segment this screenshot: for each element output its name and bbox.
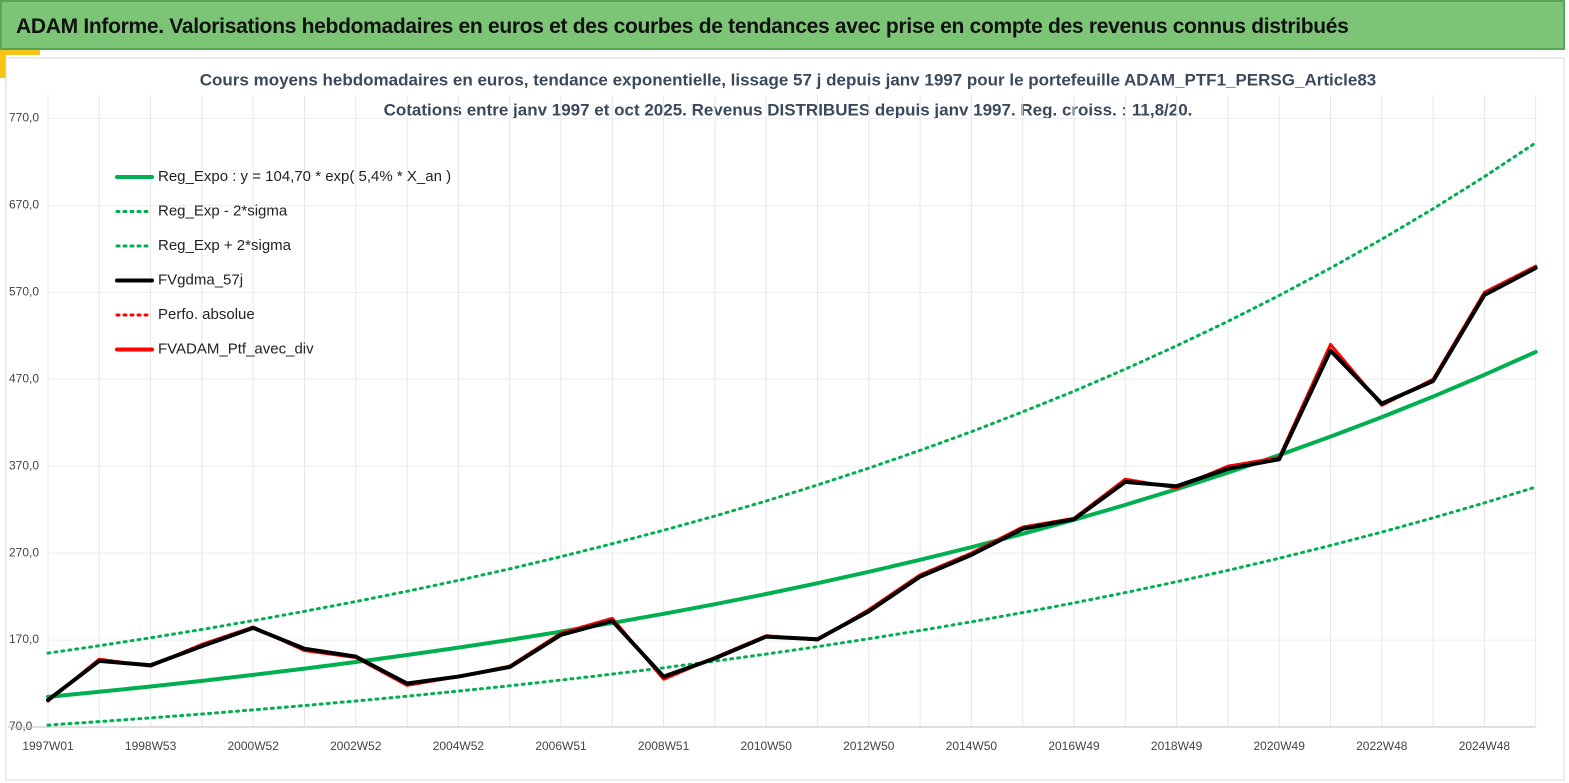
x-tick-label: 2012W50 <box>843 739 895 753</box>
y-tick-label: 270,0 <box>9 545 39 559</box>
x-tick-label: 2010W50 <box>741 739 793 753</box>
x-tick-label: 2024W48 <box>1459 739 1511 753</box>
x-tick-label: 1997W01 <box>22 739 74 753</box>
x-tick-label: 2002W52 <box>330 739 382 753</box>
y-tick-label: 170,0 <box>9 632 39 646</box>
x-tick-label: 2006W51 <box>535 739 587 753</box>
header-title: ADAM Informe. Valorisations hebdomadaire… <box>16 15 1349 38</box>
legend-label: Reg_Exp + 2*sigma <box>158 237 292 254</box>
x-tick-label: 2016W49 <box>1048 739 1100 753</box>
x-tick-label: 1998W53 <box>125 739 177 753</box>
legend-label: Perfo. absolue <box>158 306 255 323</box>
legend-label: Reg_Expo : y = 104,70 * exp( 5,4% * X_an… <box>158 168 451 185</box>
x-tick-label: 2004W52 <box>433 739 485 753</box>
accent <box>0 50 6 78</box>
series-line <box>46 485 1538 727</box>
chart: Cours moyens hebdomadaires en euros, ten… <box>5 57 1565 781</box>
x-tick-label: 2014W50 <box>946 739 998 753</box>
chart-title: Cours moyens hebdomadaires en euros, ten… <box>200 70 1377 89</box>
legend-label: Reg_Exp - 2*sigma <box>158 202 288 219</box>
x-tick-label: 2018W49 <box>1151 739 1203 753</box>
series-line <box>46 349 1538 699</box>
y-tick-label: 370,0 <box>9 458 39 472</box>
legend-label: FVADAM_Ptf_avec_div <box>158 340 314 357</box>
accent <box>0 50 40 55</box>
chart-subtitle: Cotations entre janv 1997 et oct 2025. R… <box>384 100 1193 119</box>
series-line <box>46 265 1538 703</box>
x-tick-label: 2008W51 <box>638 739 690 753</box>
chart-frame <box>5 57 1565 781</box>
y-tick-label: 470,0 <box>9 371 39 385</box>
y-tick-label: 70,0 <box>9 719 33 733</box>
header: ADAM Informe. Valorisations hebdomadaire… <box>0 0 1565 50</box>
legend-label: FVgdma_57j <box>158 271 243 288</box>
x-tick-label: 2000W52 <box>228 739 280 753</box>
x-tick-label: 2020W49 <box>1254 739 1306 753</box>
y-tick-label: 770,0 <box>9 111 39 125</box>
x-tick-label: 2022W48 <box>1356 739 1408 753</box>
series-line <box>46 141 1538 655</box>
y-tick-label: 570,0 <box>9 285 39 299</box>
y-tick-label: 670,0 <box>9 198 39 212</box>
